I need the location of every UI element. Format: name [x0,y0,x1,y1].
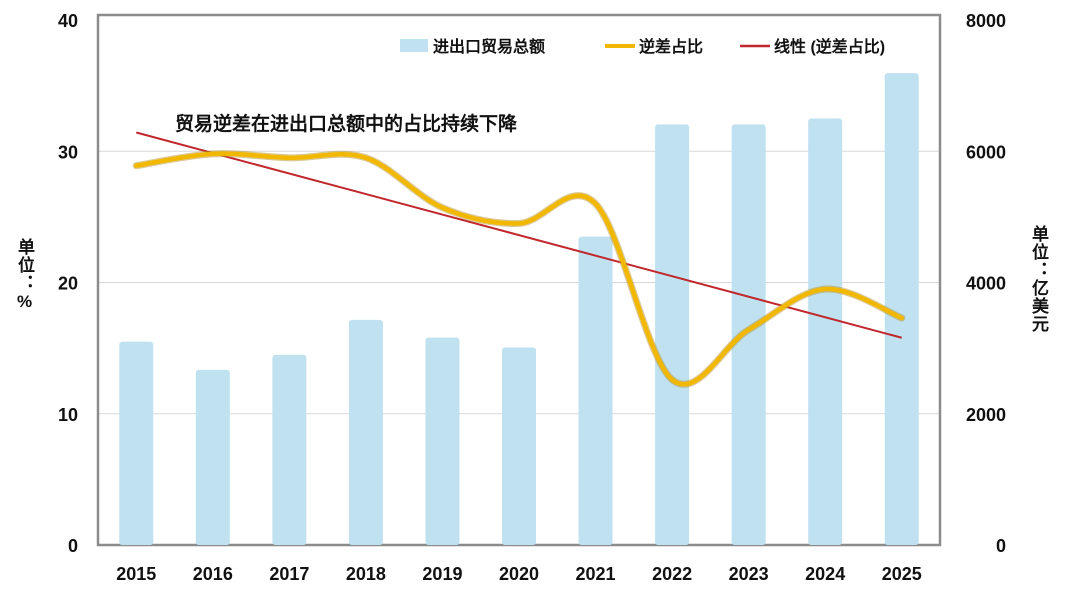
y-tick-left: 10 [58,405,78,425]
bar-2016 [195,369,230,545]
y-tick-right: 6000 [966,142,1006,162]
x-tick-label: 2018 [346,564,386,584]
annotation: 贸易逆差在进出口总额中的占比持续下降 [175,112,518,135]
bar-2025 [884,73,919,545]
x-tick-label: 2023 [729,564,769,584]
bar-2018 [348,319,383,545]
x-tick-label: 2025 [882,564,922,584]
y-tick-left: 20 [58,274,78,294]
bar-2015 [119,341,154,545]
x-tick-label: 2020 [499,564,539,584]
series-line-逆差占比 [134,151,904,387]
y-tick-left: 40 [58,11,78,31]
legend-label: 进出口贸易总额 [433,37,545,56]
bar-2019 [425,337,460,545]
x-tick-label: 2022 [652,564,692,584]
y-axis-left-label: 单位：% [15,238,34,312]
y-tick-left: 0 [68,536,78,556]
bar-2020 [502,347,536,545]
y-tick-right: 0 [996,536,1006,556]
bar-2017 [272,354,307,545]
bar-2021 [578,236,613,545]
x-tick-label: 2019 [422,564,462,584]
legend-swatch-bar [400,39,428,52]
legend-label: 逆差占比 [639,37,703,56]
y-tick-right: 2000 [966,405,1006,425]
x-tick-label: 2017 [269,564,309,584]
bar-2024 [808,118,843,545]
x-tick-label: 2024 [805,564,845,584]
x-tick-label: 2015 [116,564,156,584]
bar-2022 [655,124,690,545]
x-tick-label: 2021 [576,564,616,584]
legend-label: 线性 (逆差占比) [774,37,885,56]
y-tick-left: 30 [58,142,78,162]
bar-2023 [731,124,766,545]
x-tick-label: 2016 [193,564,233,584]
y-axis-right-label: 单位：亿美元 [1029,225,1048,333]
trendline [136,131,902,339]
y-tick-right: 8000 [966,11,1006,31]
y-tick-right: 4000 [966,274,1006,294]
